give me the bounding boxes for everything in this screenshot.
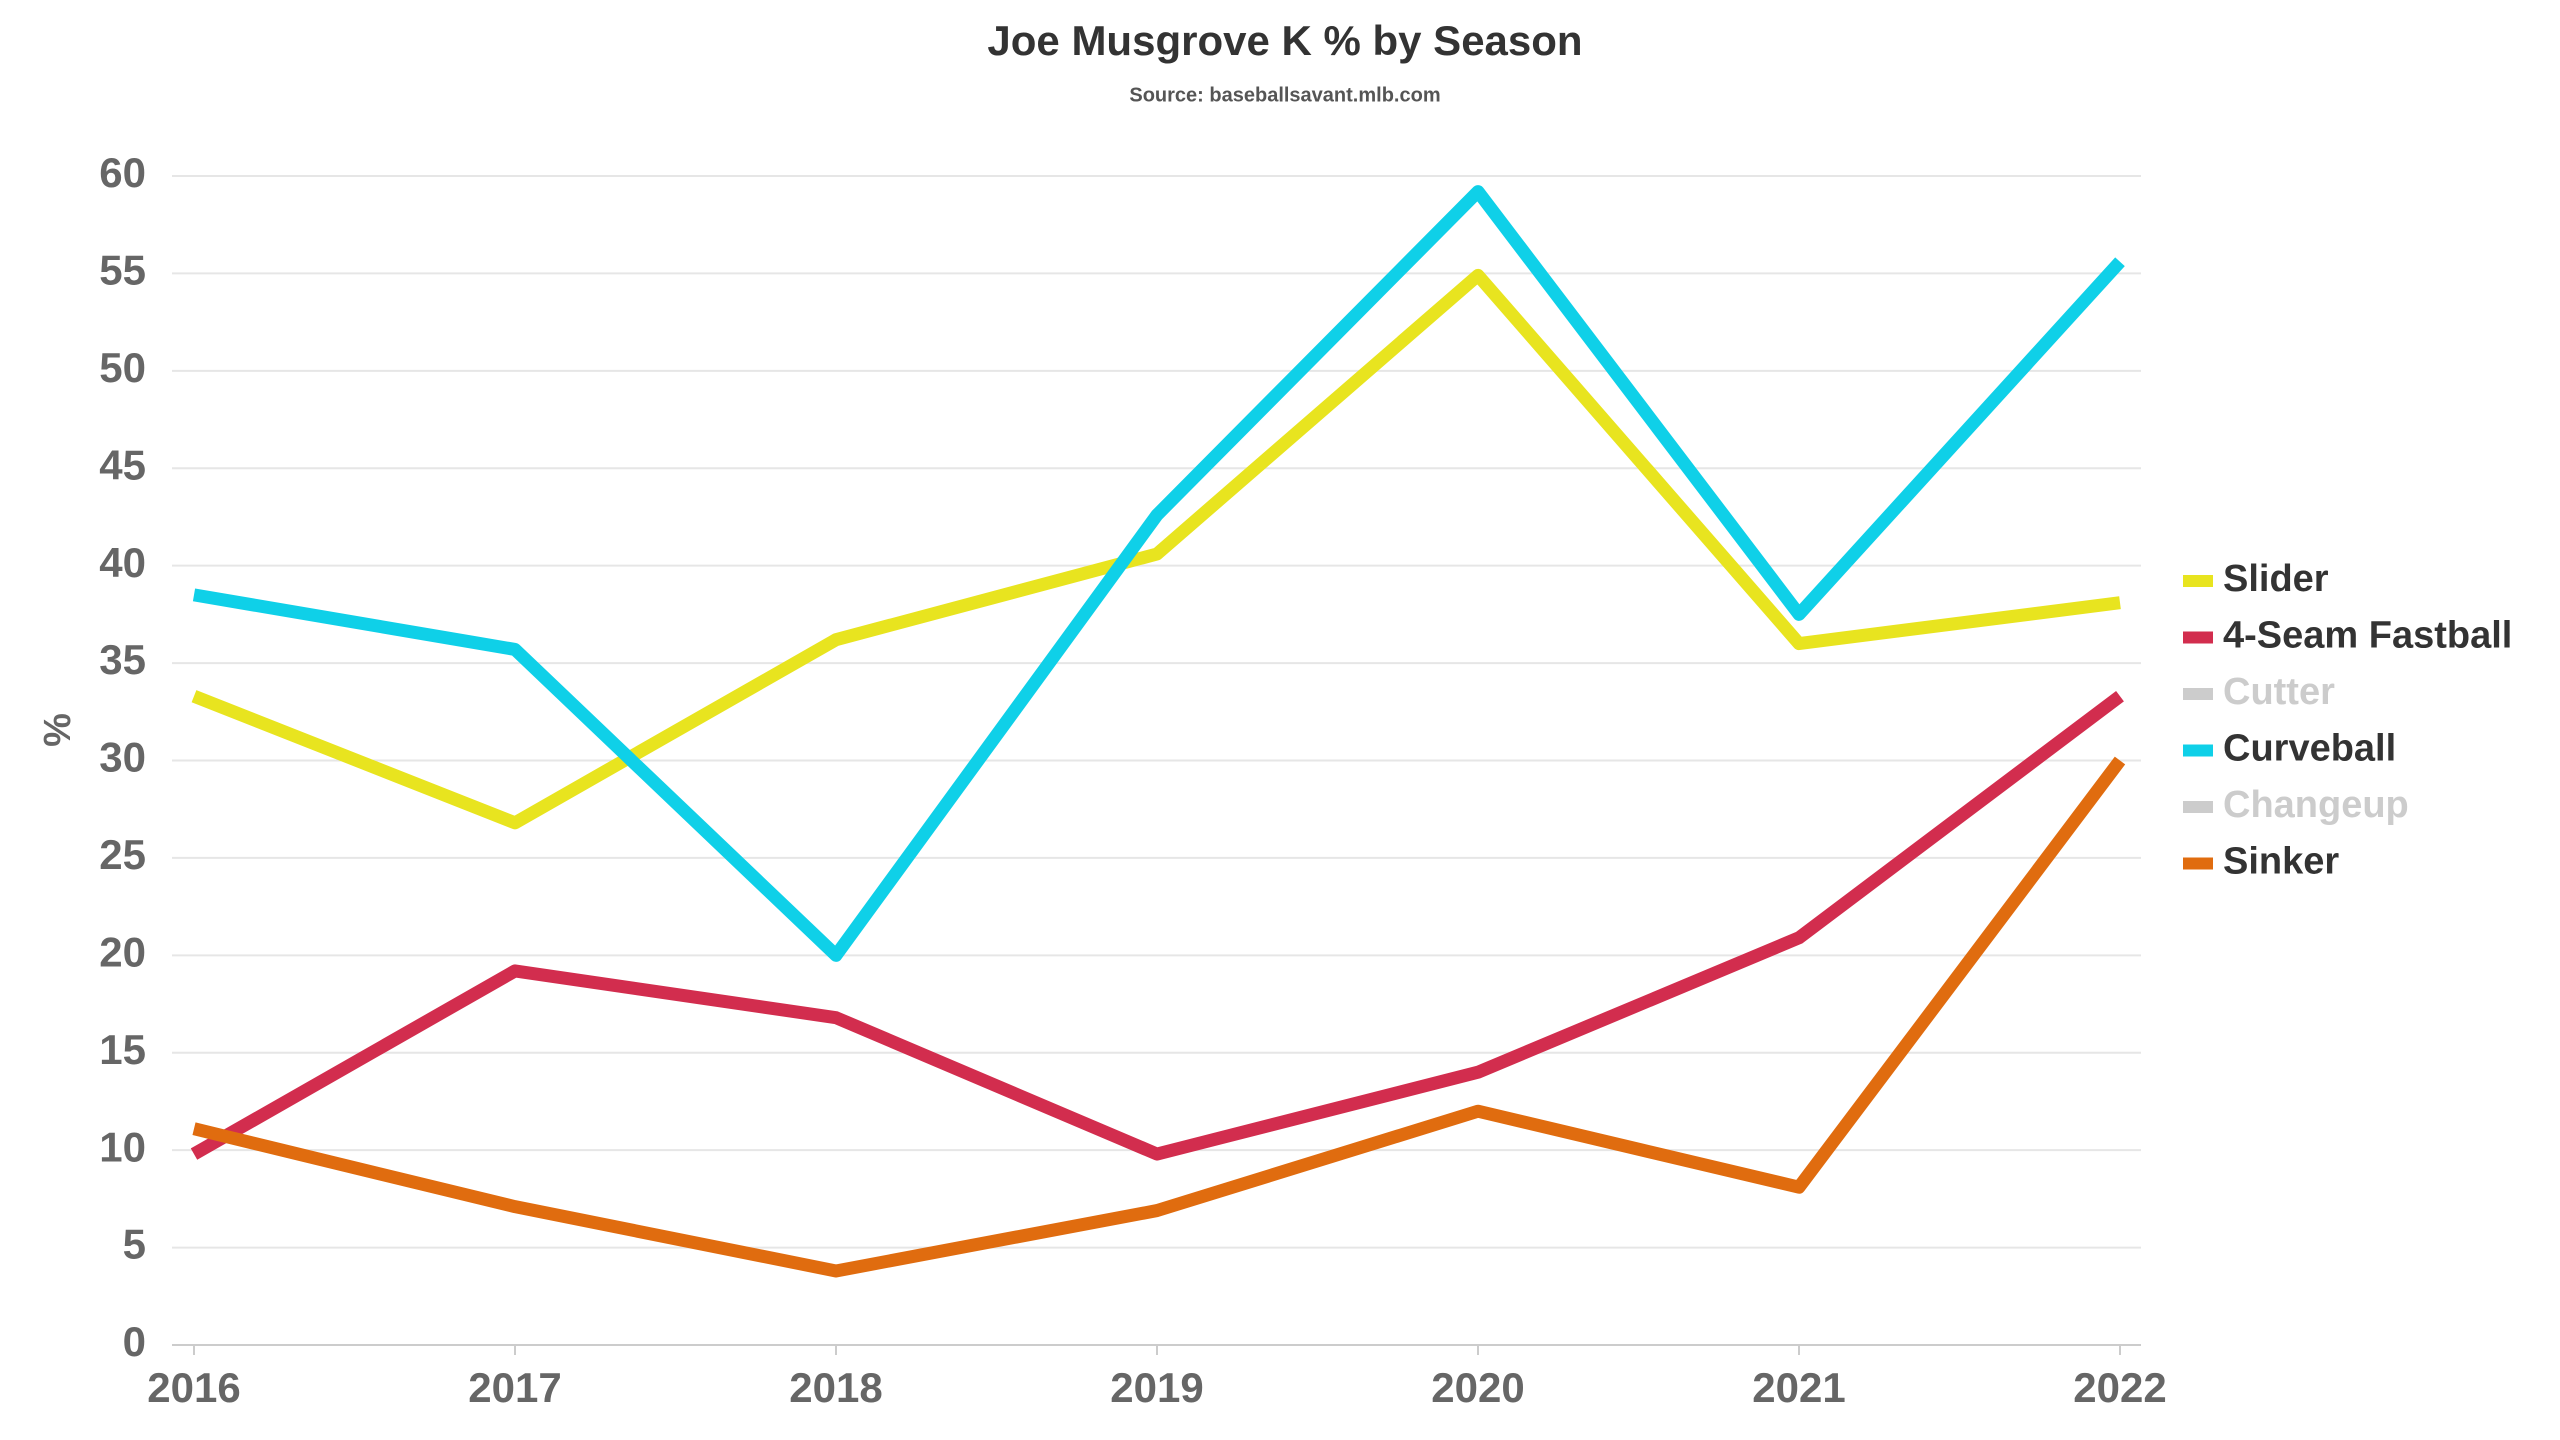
y-tick-label: 20 bbox=[99, 928, 146, 975]
legend-label: Curveball bbox=[2223, 728, 2396, 770]
y-tick-label: 45 bbox=[99, 441, 146, 488]
y-tick-label: 30 bbox=[99, 734, 146, 781]
x-tick-label: 2018 bbox=[789, 1364, 882, 1411]
legend-swatch bbox=[2183, 631, 2213, 644]
legend-label: Changeup bbox=[2223, 784, 2409, 826]
legend-swatch bbox=[2183, 744, 2213, 757]
chart-subtitle: Source: baseballsavant.mlb.com bbox=[1129, 84, 1440, 106]
legend-label: Cutter bbox=[2223, 671, 2335, 713]
x-tick-label: 2021 bbox=[1752, 1364, 1845, 1411]
y-tick-label: 40 bbox=[99, 539, 146, 586]
y-axis-label: % bbox=[37, 713, 79, 747]
legend-label: 4-Seam Fastball bbox=[2223, 615, 2512, 657]
x-tick-label: 2019 bbox=[1110, 1364, 1203, 1411]
legend-label: Slider bbox=[2223, 558, 2329, 600]
y-tick-label: 0 bbox=[123, 1318, 146, 1365]
y-tick-label: 35 bbox=[99, 636, 146, 683]
legend-label: Sinker bbox=[2223, 841, 2339, 883]
legend-swatch bbox=[2183, 857, 2213, 870]
y-tick-label: 60 bbox=[99, 149, 146, 196]
y-tick-label: 55 bbox=[99, 247, 146, 294]
legend-swatch bbox=[2183, 688, 2213, 700]
x-tick-label: 2017 bbox=[468, 1364, 561, 1411]
line-series bbox=[192, 185, 2125, 962]
y-tick-label: 25 bbox=[99, 831, 146, 878]
x-tick-label: 2020 bbox=[1431, 1364, 1524, 1411]
x-tick-label: 2022 bbox=[2073, 1364, 2166, 1411]
legend-swatch bbox=[2183, 575, 2213, 587]
y-tick-label: 5 bbox=[123, 1221, 146, 1268]
chart-title: Joe Musgrove K % by Season bbox=[987, 17, 1582, 64]
legend-swatch bbox=[2183, 801, 2213, 813]
y-tick-label: 10 bbox=[99, 1123, 146, 1170]
x-tick-label: 2016 bbox=[147, 1364, 240, 1411]
y-tick-label: 15 bbox=[99, 1026, 146, 1073]
y-tick-label: 50 bbox=[99, 344, 146, 391]
line-series bbox=[190, 691, 2124, 1161]
line-series bbox=[191, 268, 2121, 830]
line-series bbox=[192, 756, 2126, 1278]
